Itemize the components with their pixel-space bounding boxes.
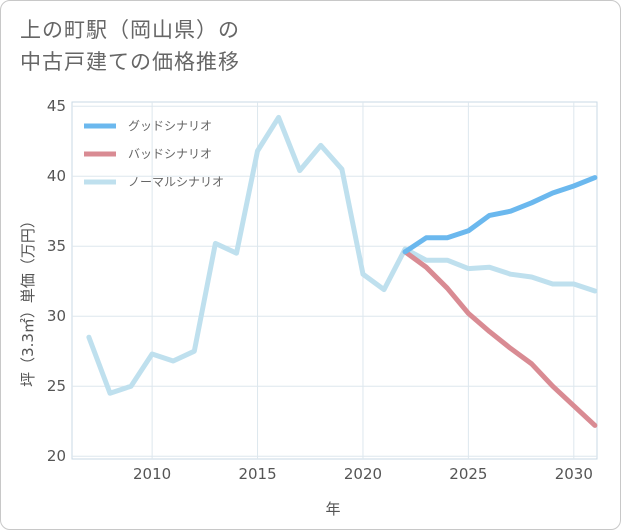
series-lines <box>86 114 598 428</box>
y-tick-label: 40 <box>47 167 66 185</box>
legend-label: ノーマルシナリオ <box>128 175 224 189</box>
chart-title: 上の町駅（岡山県）の 中古戸建ての価格推移 <box>20 14 240 78</box>
series-line-1 <box>402 249 598 428</box>
x-tick-label: 2010 <box>133 465 171 483</box>
y-tick-label: 25 <box>47 377 66 395</box>
series-line-2 <box>86 114 598 396</box>
x-tick-label: 2020 <box>344 465 382 483</box>
x-tick-label: 2025 <box>449 465 487 483</box>
x-tick-label: 2030 <box>555 465 593 483</box>
y-axis-label: 坪（3.3㎡）単価（万円） <box>19 213 37 387</box>
series-line-0 <box>402 175 598 255</box>
chart-title-line-2: 中古戸建ての価格推移 <box>20 50 240 74</box>
x-axis-label: 年 <box>325 500 340 518</box>
y-tick-label: 35 <box>47 237 66 255</box>
chart-title-line-1: 上の町駅（岡山県）の <box>20 18 240 42</box>
y-tick-label: 45 <box>47 97 66 115</box>
x-tick-label: 2015 <box>238 465 276 483</box>
legend-label: バッドシナリオ <box>128 147 212 161</box>
y-tick-label: 20 <box>47 447 66 465</box>
y-tick-label: 30 <box>47 307 66 325</box>
legend-label: グッドシナリオ <box>128 119 212 133</box>
